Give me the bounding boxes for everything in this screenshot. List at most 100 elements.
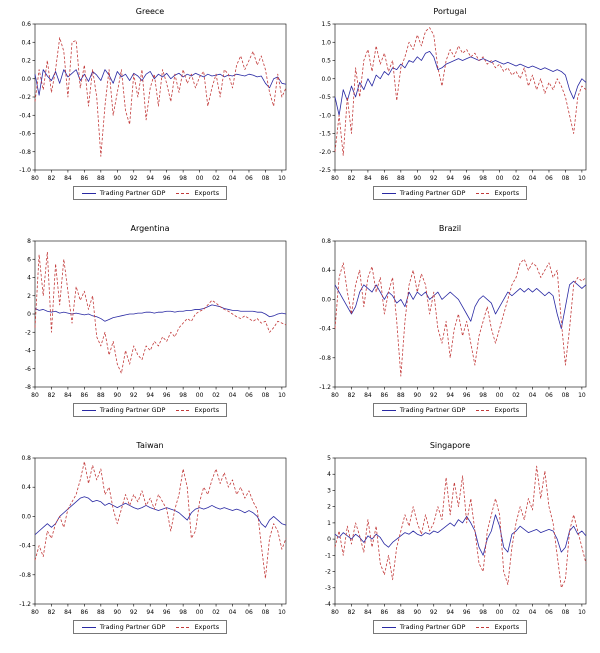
- svg-text:-0.8: -0.8: [19, 149, 31, 156]
- svg-text:82: 82: [348, 392, 356, 399]
- svg-text:90: 90: [113, 175, 121, 182]
- svg-text:04: 04: [229, 392, 237, 399]
- svg-text:-2: -2: [325, 569, 331, 576]
- svg-text:8: 8: [27, 238, 31, 245]
- solid-line-icon: [81, 409, 96, 411]
- legend-label-exports: Exports: [494, 623, 520, 631]
- svg-text:-0.8: -0.8: [19, 572, 31, 579]
- svg-text:-1: -1: [325, 552, 331, 559]
- svg-text:06: 06: [545, 175, 553, 182]
- svg-text:6: 6: [27, 256, 31, 263]
- svg-text:-4: -4: [25, 348, 31, 355]
- svg-text:96: 96: [463, 175, 471, 182]
- dashed-line-icon: [176, 192, 191, 194]
- svg-text:2: 2: [27, 293, 31, 300]
- legend-item-exports: Exports: [475, 189, 519, 197]
- dashed-line-icon: [176, 409, 191, 411]
- svg-text:0.0: 0.0: [21, 513, 31, 520]
- svg-text:10: 10: [278, 392, 286, 399]
- legend: Trading Partner GDP Exports: [372, 620, 528, 634]
- svg-text:08: 08: [262, 609, 270, 616]
- svg-text:96: 96: [163, 609, 171, 616]
- plot-area-brazil: 0.8 0.4 0.0 -0.4 -0.8 -1.280 82 84 86 88 90 92 94 96 9…: [319, 238, 587, 399]
- svg-text:08: 08: [262, 175, 270, 182]
- svg-text:0.0: 0.0: [321, 76, 331, 83]
- svg-text:82: 82: [48, 392, 56, 399]
- svg-text:0.5: 0.5: [321, 58, 331, 65]
- svg-text:90: 90: [413, 609, 421, 616]
- legend-item-gdp: Trading Partner GDP: [381, 623, 465, 631]
- svg-text:04: 04: [229, 175, 237, 182]
- chart-panel-brazil: Brazil 0.8 0.4 0.0 -0.4 -0.8 -1.2 80 82 84 86 88 90…: [300, 217, 600, 434]
- dashed-line-icon: [476, 409, 491, 411]
- svg-text:04: 04: [529, 175, 537, 182]
- legend-item-gdp: Trading Partner GDP: [81, 189, 165, 197]
- svg-text:86: 86: [381, 609, 389, 616]
- svg-text:94: 94: [146, 175, 154, 182]
- svg-text:00: 00: [196, 175, 204, 182]
- legend-item-exports: Exports: [175, 189, 219, 197]
- svg-text:98: 98: [179, 175, 187, 182]
- svg-text:90: 90: [113, 392, 121, 399]
- svg-text:88: 88: [97, 392, 105, 399]
- svg-text:92: 92: [430, 392, 438, 399]
- legend: Trading Partner GDP Exports: [72, 186, 228, 200]
- svg-text:06: 06: [245, 175, 253, 182]
- chart-panel-singapore: Singapore 5 4 3 2 1 0 -1 -2 -3 -4 80 82 84 86 88 90 92 94…: [300, 434, 600, 651]
- svg-text:-3: -3: [325, 585, 331, 592]
- legend-item-exports: Exports: [475, 406, 519, 414]
- chart-panel-greece: Greece 0.6 0.4 0.2 0.0 -0.2 -0.4 -0.6 -0.8 -1.0 8…: [0, 0, 300, 217]
- svg-text:0.6: 0.6: [21, 21, 31, 28]
- svg-text:06: 06: [245, 609, 253, 616]
- legend-label-exports: Exports: [194, 623, 220, 631]
- svg-text:0: 0: [27, 311, 31, 318]
- svg-text:3: 3: [327, 487, 331, 494]
- legend: Trading Partner GDP Exports: [372, 403, 528, 417]
- svg-text:90: 90: [413, 175, 421, 182]
- plot-area-portugal: 1.5 1.0 0.5 0.0 -0.5 -1.0 -1.5 -2.0 -2.580 82 84 86…: [319, 21, 587, 182]
- svg-text:80: 80: [331, 175, 339, 182]
- plot-area-greece: 0.6 0.4 0.2 0.0 -0.2 -0.4 -0.6 -0.8 -1.080 82 84 86…: [19, 21, 287, 182]
- svg-text:-8: -8: [25, 384, 31, 391]
- svg-text:-4: -4: [325, 601, 331, 608]
- chart-title: Argentina: [130, 224, 170, 233]
- svg-text:-1.0: -1.0: [319, 112, 331, 119]
- svg-text:80: 80: [331, 392, 339, 399]
- svg-text:-0.6: -0.6: [19, 131, 31, 138]
- svg-text:92: 92: [130, 175, 138, 182]
- legend-item-exports: Exports: [175, 623, 219, 631]
- svg-text:0.0: 0.0: [321, 296, 331, 303]
- svg-text:84: 84: [64, 175, 72, 182]
- svg-text:-0.4: -0.4: [19, 112, 31, 119]
- svg-text:00: 00: [196, 609, 204, 616]
- legend: Trading Partner GDP Exports: [372, 186, 528, 200]
- legend-label-exports: Exports: [494, 406, 520, 414]
- svg-text:96: 96: [463, 609, 471, 616]
- svg-text:02: 02: [212, 609, 220, 616]
- legend-label-gdp: Trading Partner GDP: [99, 406, 166, 414]
- svg-text:-1.2: -1.2: [319, 384, 331, 391]
- svg-text:88: 88: [397, 609, 405, 616]
- svg-text:08: 08: [562, 175, 570, 182]
- svg-text:0.8: 0.8: [321, 238, 331, 245]
- solid-line-icon: [381, 626, 396, 628]
- svg-text:86: 86: [381, 392, 389, 399]
- svg-text:06: 06: [545, 392, 553, 399]
- svg-text:94: 94: [446, 609, 454, 616]
- svg-text:02: 02: [512, 609, 520, 616]
- svg-text:82: 82: [348, 609, 356, 616]
- legend-item-exports: Exports: [475, 623, 519, 631]
- svg-text:06: 06: [545, 609, 553, 616]
- legend-label-gdp: Trading Partner GDP: [99, 623, 166, 631]
- svg-text:80: 80: [331, 609, 339, 616]
- svg-text:82: 82: [48, 175, 56, 182]
- svg-text:86: 86: [381, 175, 389, 182]
- legend-item-gdp: Trading Partner GDP: [381, 189, 465, 197]
- plot-area-taiwan: 0.8 0.4 0.0 -0.4 -0.8 -1.280 82 84 86 88 90 92 94 96 9…: [19, 455, 287, 616]
- svg-text:0.2: 0.2: [21, 58, 31, 65]
- svg-text:0.0: 0.0: [21, 76, 31, 83]
- svg-text:98: 98: [479, 175, 487, 182]
- svg-text:94: 94: [146, 392, 154, 399]
- svg-text:5: 5: [327, 455, 331, 462]
